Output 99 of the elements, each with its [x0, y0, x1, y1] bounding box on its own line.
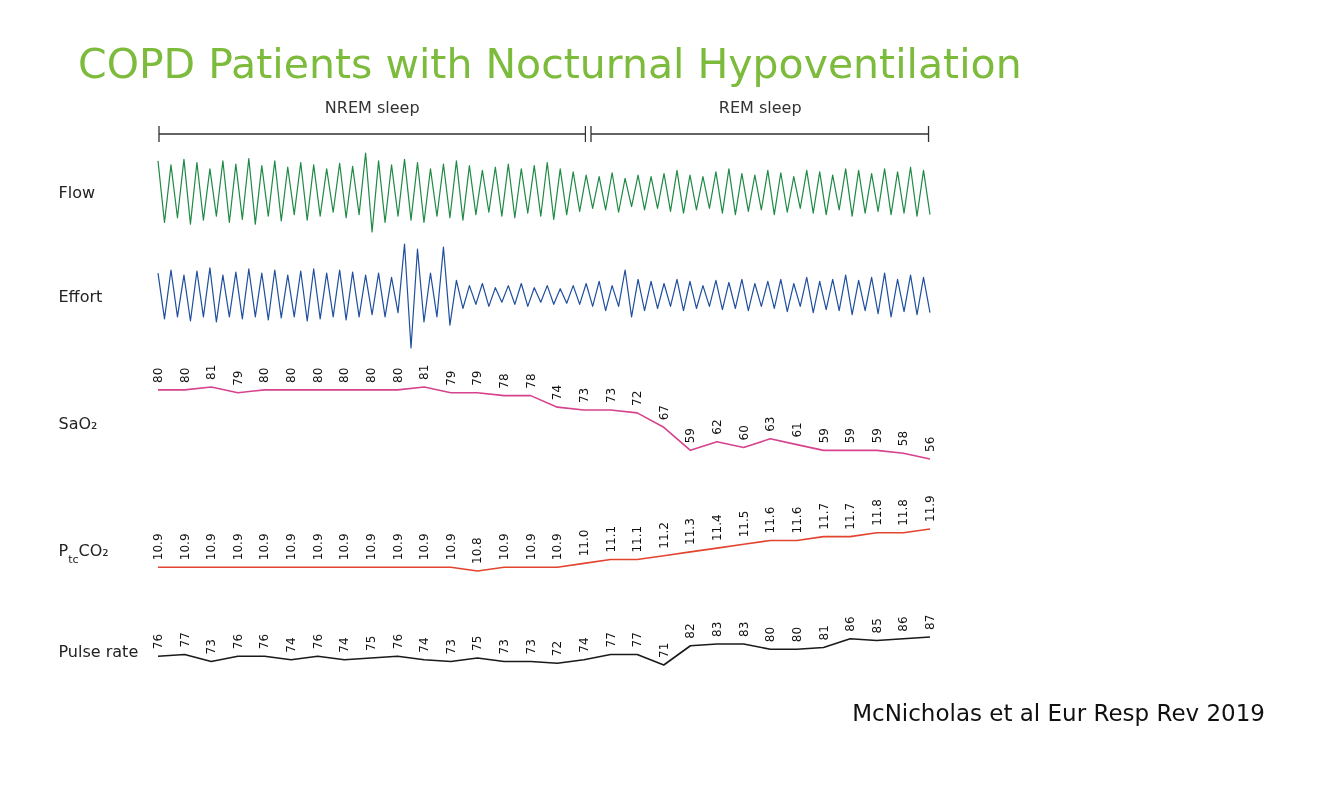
data-label: 79	[443, 370, 458, 386]
data-label: 58	[896, 430, 911, 447]
data-label: 80	[789, 626, 804, 643]
y-axis-title: Flow	[58, 183, 96, 202]
chart-title: COPD Patients with Nocturnal Hypoventilation	[78, 40, 1022, 88]
data-label: 87	[923, 614, 937, 630]
data-label: 10.9	[417, 533, 432, 561]
data-label: 81	[204, 364, 219, 380]
data-label: 10.9	[337, 533, 352, 561]
data-label: 10.9	[523, 533, 538, 561]
data-label: 77	[630, 632, 645, 648]
data-label: 11.3	[683, 518, 698, 545]
data-label: 74	[576, 637, 591, 653]
data-label: 59	[869, 428, 884, 444]
data-label: 59	[843, 428, 858, 444]
data-label: 10.9	[497, 533, 512, 561]
data-label: 81	[417, 364, 432, 380]
data-label: 11.8	[896, 499, 911, 526]
data-label: 10.9	[390, 533, 405, 561]
data-label: 67	[656, 405, 671, 421]
data-label: 82	[683, 623, 698, 639]
data-label: 79	[470, 370, 485, 386]
text: REM sleep	[717, 98, 803, 117]
data-label: 11.6	[789, 506, 804, 534]
data-label: 60	[736, 425, 751, 441]
data-label: 76	[310, 633, 325, 650]
y-axis-title: Effort	[58, 286, 103, 306]
data-label: 11.5	[736, 510, 751, 538]
data-label: 80	[763, 626, 778, 643]
data-label: 11.4	[710, 514, 725, 542]
data-label: 59	[816, 428, 831, 444]
data-label: 10.9	[151, 533, 165, 561]
data-label: 77	[603, 632, 618, 648]
data-label: 72	[630, 390, 645, 406]
y-axis-title: SaO₂	[58, 413, 98, 433]
data-label: 10.9	[550, 533, 565, 561]
data-label: 79	[230, 370, 245, 386]
data-label: 10.9	[443, 533, 458, 561]
data-label: 10.9	[230, 533, 245, 561]
data-label: 10.9	[257, 533, 272, 561]
data-label: 80	[177, 367, 192, 383]
data-label: 61	[789, 422, 804, 438]
data-label: 73	[603, 387, 618, 404]
data-label: 76	[257, 633, 272, 650]
data-label: 80	[363, 367, 378, 383]
data-label: 73	[576, 387, 591, 404]
data-label: 11.1	[630, 525, 645, 553]
data-label: 10.9	[284, 533, 299, 561]
data-label: 76	[151, 633, 165, 650]
data-label: 10.8	[470, 537, 485, 564]
text: NREM sleep	[323, 98, 421, 117]
data-label: 10.9	[310, 533, 325, 561]
data-label: 81	[816, 625, 831, 641]
data-label: 11.0	[576, 529, 591, 557]
data-label: 11.7	[816, 502, 831, 530]
data-label: 80	[257, 367, 272, 383]
data-label: 73	[443, 639, 458, 655]
data-label: 56	[923, 436, 937, 452]
data-label: 83	[710, 621, 725, 637]
data-label: 11.9	[923, 495, 937, 522]
data-label: 78	[523, 373, 538, 389]
data-label: 77	[177, 632, 192, 648]
data-label: 75	[363, 635, 378, 651]
data-label: 73	[204, 639, 219, 655]
data-label: 71	[656, 642, 671, 658]
data-label: 72	[550, 640, 565, 657]
data-label: 11.6	[763, 506, 778, 534]
data-label: 63	[763, 416, 778, 432]
data-label: 75	[470, 635, 485, 651]
text: McNicholas et al Eur Resp Rev 2019	[852, 700, 1265, 726]
data-label: 11.7	[843, 502, 858, 530]
data-label: 10.9	[177, 533, 192, 561]
data-label: 62	[710, 419, 725, 435]
data-label: 80	[151, 367, 165, 383]
data-label: 59	[683, 428, 698, 444]
data-label: 83	[736, 621, 751, 637]
data-label: 85	[869, 618, 884, 634]
data-label: 74	[284, 637, 299, 653]
data-label: 74	[550, 384, 565, 401]
data-label: 73	[523, 639, 538, 655]
data-label: 11.8	[869, 499, 884, 526]
data-label: 10.9	[363, 533, 378, 561]
data-label: 11.1	[603, 525, 618, 553]
data-label: 86	[843, 616, 858, 632]
data-label: 78	[497, 373, 512, 389]
data-label: 73	[497, 639, 512, 655]
data-label: 10.9	[204, 533, 219, 561]
data-label: 76	[230, 633, 245, 650]
data-label: 80	[390, 367, 405, 383]
data-label: 11.2	[656, 522, 671, 549]
data-label: 76	[390, 633, 405, 650]
data-label: 74	[417, 637, 432, 653]
y-axis-title: Pulse rate	[58, 641, 139, 661]
data-label: 80	[337, 367, 352, 383]
data-label: 80	[284, 367, 299, 383]
y-axis-title: P$_{tc}$CO₂	[58, 540, 109, 565]
data-label: 80	[310, 367, 325, 383]
data-label: 86	[896, 616, 911, 632]
data-label: 74	[337, 637, 352, 653]
